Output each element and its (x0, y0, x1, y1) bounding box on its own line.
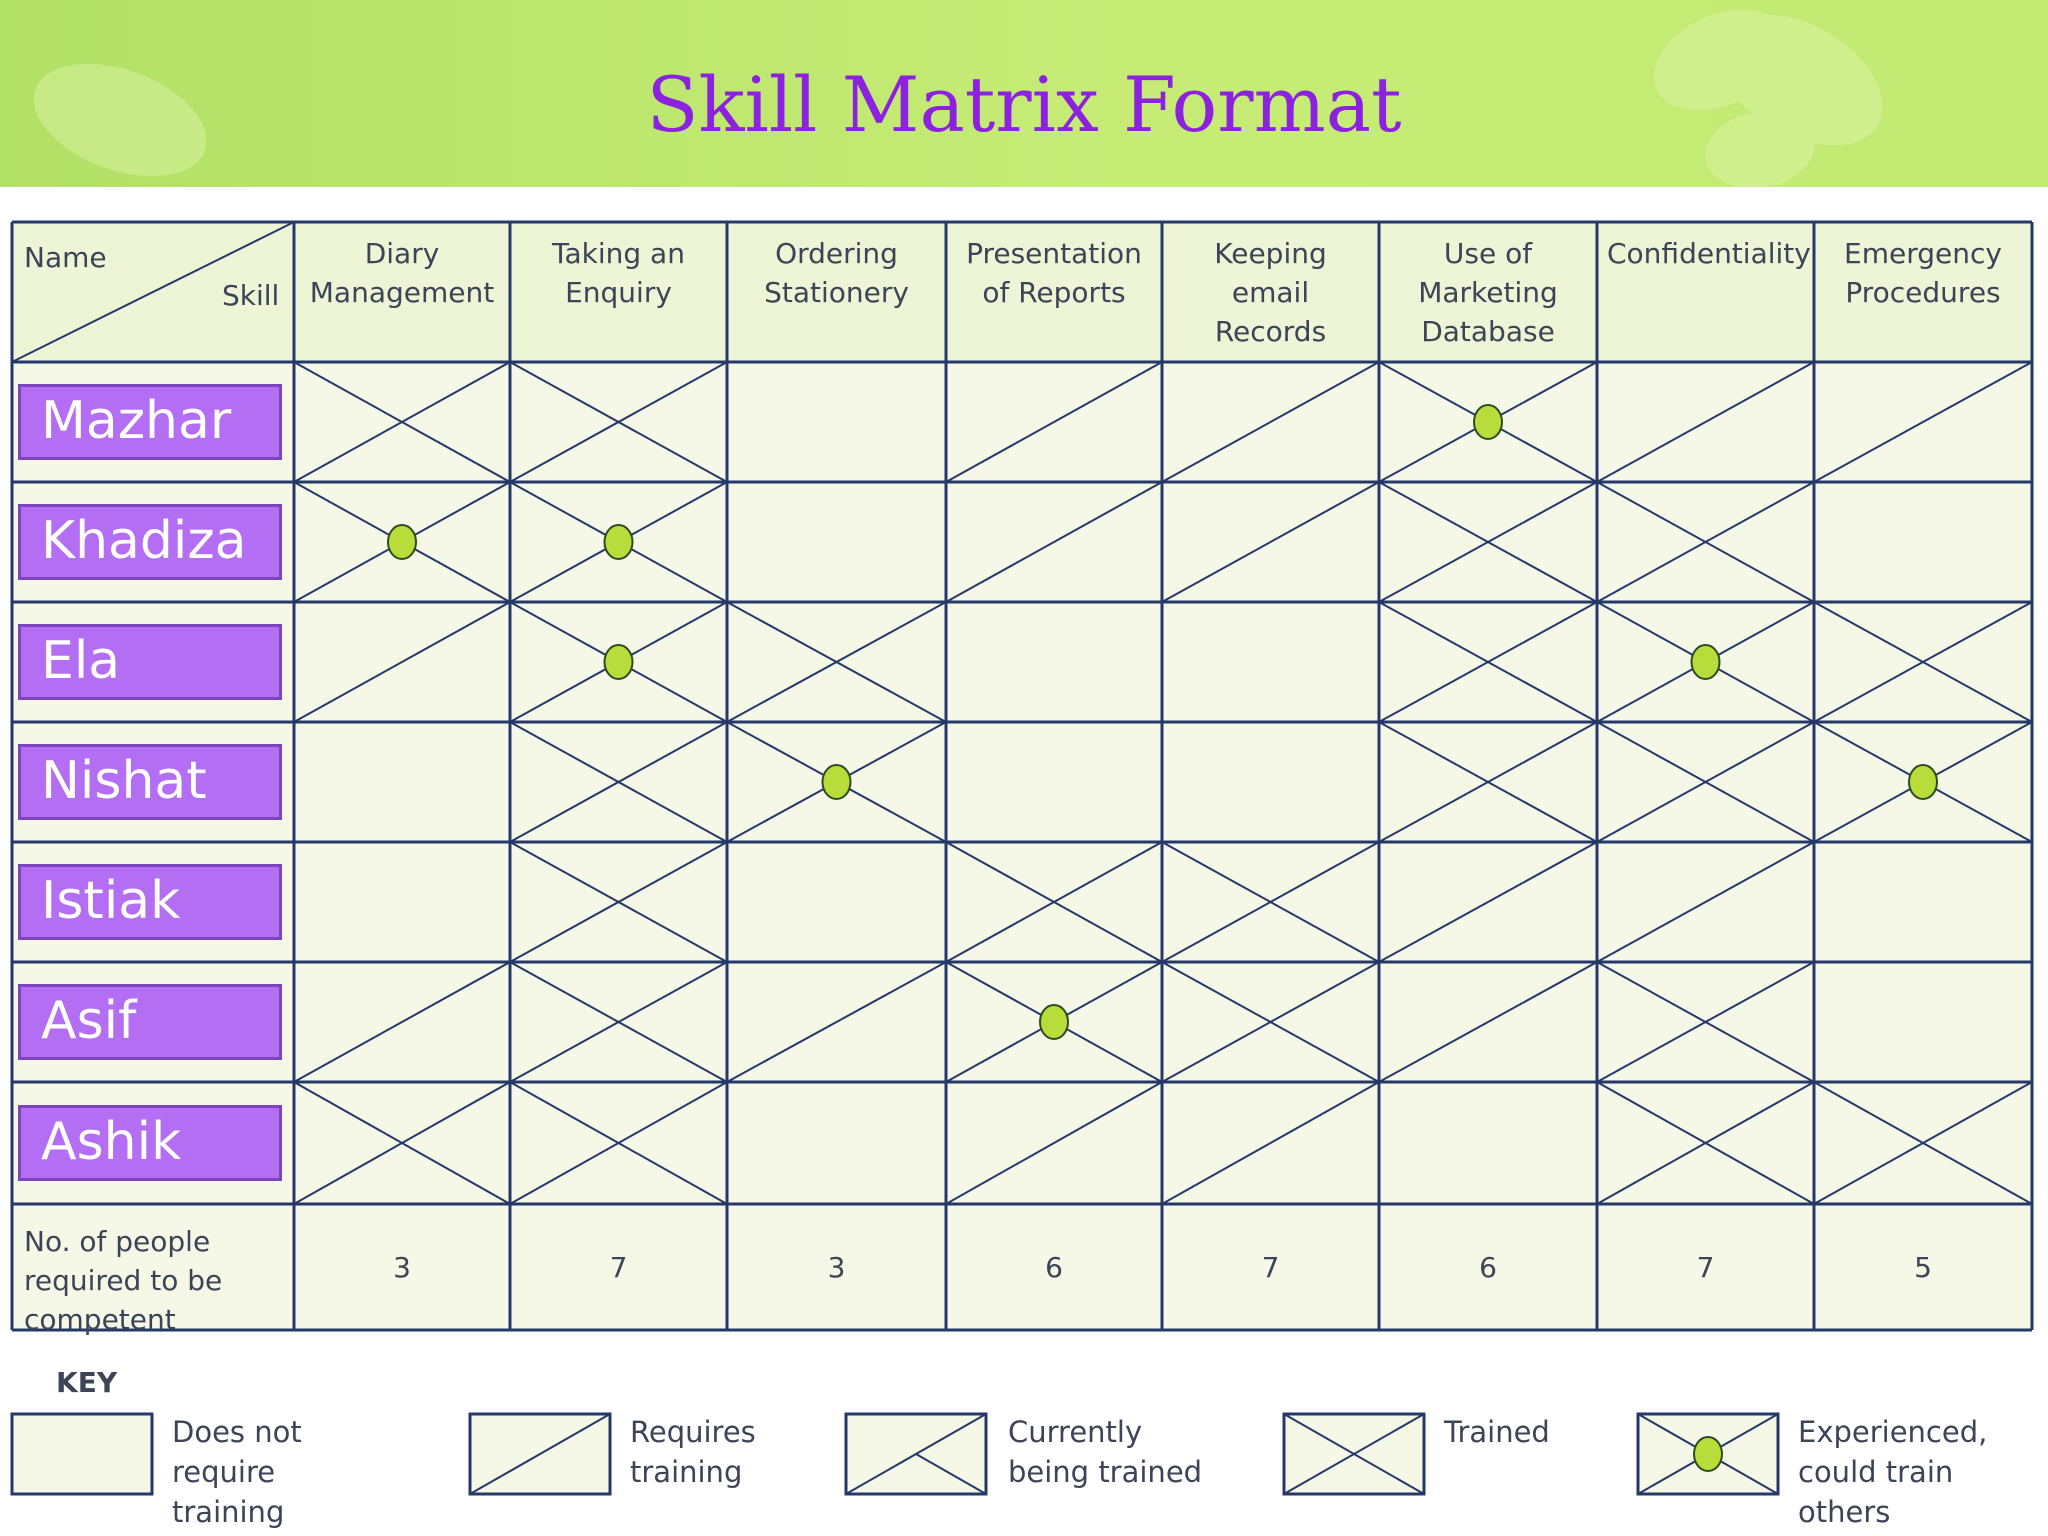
cell-6-6-cross-line-b (1596, 1081, 1815, 1205)
skill-header-5: Use of Marketing Database (1418, 237, 1558, 348)
corner-name-label: Name (24, 241, 107, 274)
key-swatch-none (10, 1412, 154, 1496)
skill-header-3: Presentation of Reports (966, 237, 1142, 309)
cell-6-0-cross-line-b (293, 1081, 511, 1205)
butterfly-decoration-icon (33, 9, 1883, 187)
cell-4-4-cross-line-b (1161, 841, 1380, 963)
cell-4-1-cross-line-b (509, 841, 728, 963)
cell-1-0-experienced-dot-icon (387, 524, 417, 560)
cell-5-2-requires-line (726, 961, 947, 1083)
skill-header-1: Taking an Enquiry (552, 237, 685, 309)
cell-6-3-requires-line (945, 1081, 1163, 1205)
cell-6-7-cross-line-b (1813, 1081, 2033, 1205)
cell-0-1-cross-line-b (509, 361, 728, 483)
cell-2-0-requires-line (293, 601, 511, 723)
key-experienced-experienced-dot-icon (1693, 1436, 1723, 1472)
cell-1-4-requires-line (1161, 481, 1380, 603)
key-current-current-line-b (915, 1453, 987, 1495)
cell-2-5-cross-line-b (1378, 601, 1598, 723)
skill-header-2: Ordering Stationery (764, 237, 909, 309)
cell-4-5-requires-line (1378, 841, 1598, 963)
corner-skill-label: Skill (222, 279, 280, 312)
cell-5-3-experienced-dot-icon (1039, 1004, 1069, 1040)
cell-0-4-requires-line (1161, 361, 1380, 483)
page-title: Skill Matrix Format (646, 60, 1402, 149)
cell-2-2-cross-line-b (726, 601, 947, 723)
cell-1-5-cross-line-b (1378, 481, 1598, 603)
cell-0-0-cross-line-b (293, 361, 511, 483)
key-trained-cross-line-b (1283, 1413, 1425, 1495)
required-count-3: 6 (1045, 1251, 1063, 1284)
key-label-requires: Requires training (630, 1415, 756, 1489)
body-bg (12, 362, 2032, 1330)
skill-header-0: Diary Management (309, 237, 495, 309)
required-row-label: No. of people required to be competent (24, 1225, 223, 1336)
cell-3-6-cross-line-b (1596, 721, 1815, 843)
cell-5-5-requires-line (1378, 961, 1598, 1083)
cell-2-7-cross-line-b (1813, 601, 2033, 723)
person-name-4: Istiak (18, 864, 282, 940)
person-name-3: Nishat (18, 744, 282, 820)
key-title: KEY (56, 1366, 118, 1399)
key-label-current: Currently being trained (1008, 1415, 1203, 1489)
skill-header-6: Confidentiality (1607, 237, 1811, 270)
cell-6-1-cross-line-b (509, 1081, 728, 1205)
key-label-trained: Trained (1444, 1415, 1550, 1449)
cell-0-3-requires-line (945, 361, 1163, 483)
required-count-2: 3 (827, 1251, 846, 1284)
cell-4-3-cross-line-b (945, 841, 1163, 963)
cell-5-6-cross-line-b (1596, 961, 1815, 1083)
person-name-6: Ashik (18, 1105, 282, 1181)
person-name-1: Khadiza (18, 504, 282, 580)
skill-header-7: Emergency Procedures (1844, 237, 2002, 309)
required-count-4: 7 (1261, 1251, 1280, 1284)
cell-0-6-requires-line (1596, 361, 1815, 483)
required-count-7: 5 (1914, 1251, 1932, 1284)
cell-5-0-requires-line (293, 961, 511, 1083)
cell-2-1-experienced-dot-icon (603, 644, 634, 680)
cell-3-1-cross-line-b (509, 721, 728, 843)
key-requires-requires-line (469, 1413, 611, 1495)
cell-2-6-experienced-dot-icon (1690, 644, 1721, 680)
required-count-5: 6 (1479, 1251, 1497, 1284)
cell-3-7-experienced-dot-icon (1908, 764, 1938, 800)
required-count-0: 3 (393, 1251, 411, 1284)
cell-1-1-experienced-dot-icon (603, 524, 634, 560)
cell-3-2-experienced-dot-icon (821, 764, 852, 800)
cell-0-5-experienced-dot-icon (1473, 404, 1503, 440)
key-label-experienced: Experienced, could train others (1798, 1415, 1988, 1529)
cell-0-7-requires-line (1813, 361, 2033, 483)
key-label-none: Does not require training (172, 1415, 302, 1529)
cell-1-3-requires-line (945, 481, 1163, 603)
person-name-5: Asif (18, 984, 282, 1060)
cell-1-6-cross-line-b (1596, 481, 1815, 603)
person-name-0: Mazhar (18, 384, 282, 460)
skill-header-4: Keeping email Records (1214, 237, 1327, 348)
required-count-1: 7 (609, 1251, 628, 1284)
required-count-6: 7 (1696, 1251, 1715, 1284)
cell-5-1-cross-line-b (509, 961, 728, 1083)
cell-5-4-cross-line-b (1161, 961, 1380, 1083)
person-name-2: Ela (18, 624, 282, 700)
cell-4-6-requires-line (1596, 841, 1815, 963)
header-row-bg (12, 222, 2032, 362)
cell-3-5-cross-line-b (1378, 721, 1598, 843)
cell-6-4-requires-line (1161, 1081, 1380, 1205)
corner-diagonal-line (11, 221, 295, 363)
header-banner: Skill Matrix Format (0, 0, 2048, 187)
